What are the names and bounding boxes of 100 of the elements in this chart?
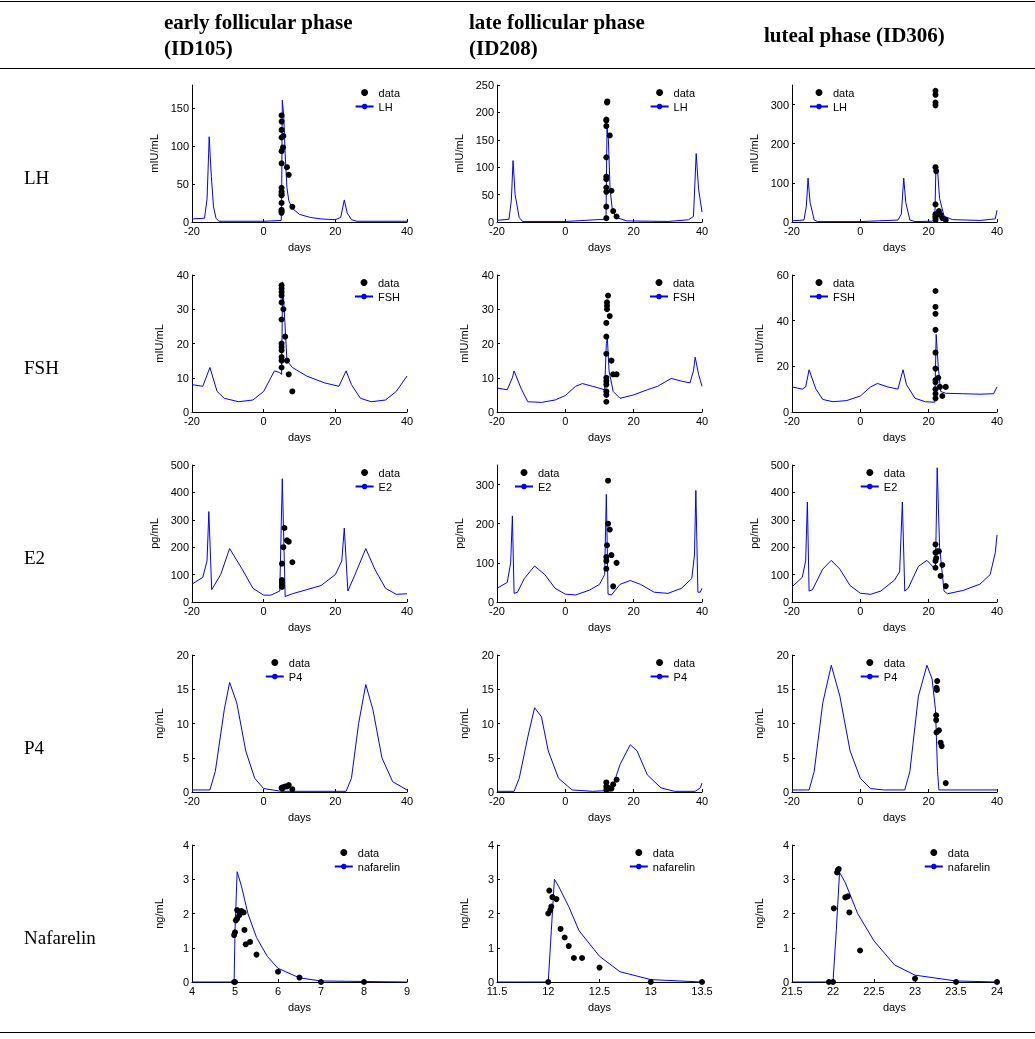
x-tick-label: 0 (857, 794, 864, 807)
y-tick-label: 0 (182, 976, 189, 988)
x-tick-label: 40 (695, 794, 709, 807)
x-tick-label: 40 (990, 414, 1004, 427)
legend-label: data (947, 846, 971, 859)
legend-label: data (378, 276, 401, 289)
x-tick-label: 40 (400, 794, 414, 807)
y-tick-label: 200 (770, 137, 789, 150)
x-tick-label: 22.5 (863, 984, 885, 997)
legend-label: data (883, 466, 907, 479)
legend-label: data (538, 466, 561, 479)
x-tick-label: 6 (274, 984, 282, 997)
text: LH (24, 167, 50, 189)
x-tick-label: 0 (562, 604, 569, 617)
x-tick-label: 22 (826, 984, 840, 997)
y-tick-label: 50 (481, 188, 494, 201)
x-axis-title: days (882, 620, 907, 633)
x-tick-label: 0 (562, 224, 569, 237)
y-tick-label: 30 (176, 303, 189, 316)
x-axis-title: days (882, 240, 907, 253)
y-tick-label: 500 (770, 459, 789, 471)
legend-label: LH (673, 100, 688, 113)
x-tick-label: 20 (922, 224, 935, 237)
y-tick-label: 10 (481, 717, 494, 730)
x-tick-label: 40 (990, 794, 1004, 807)
legend-label: P4 (673, 670, 688, 683)
x-tick-label: 20 (922, 414, 935, 427)
x-tick-label: 0 (562, 414, 569, 427)
y-tick-label: 20 (176, 649, 189, 661)
legend-label: nafarelin (652, 860, 696, 873)
y-tick-label: 200 (475, 106, 494, 119)
x-axis-title: days (587, 240, 612, 253)
legend-label: nafarelin (357, 860, 401, 873)
y-tick-label: 200 (770, 541, 789, 554)
y-tick-label: 3 (782, 873, 789, 886)
x-tick-label: 20 (922, 604, 935, 617)
y-tick-label: 15 (481, 683, 494, 696)
y-axis-title: mIU/mL (752, 324, 765, 363)
y-tick-label: 3 (487, 873, 494, 886)
x-tick-label: 24 (990, 984, 1004, 997)
y-tick-label: 5 (182, 751, 189, 764)
x-tick-label: 5 (231, 984, 239, 997)
x-tick-label: 20 (922, 794, 935, 807)
x-tick-label: 7 (317, 984, 325, 997)
y-tick-label: 300 (475, 478, 494, 491)
y-tick-label: 400 (770, 486, 789, 499)
y-tick-label: 4 (782, 839, 789, 851)
y-tick-label: 1 (182, 941, 189, 954)
y-axis-title: mIU/mL (148, 134, 161, 173)
legend-label: data (378, 86, 401, 99)
y-tick-label: 3 (182, 873, 189, 886)
y-axis-title: mIU/mL (453, 134, 466, 173)
y-tick-label: 0 (487, 976, 494, 988)
legend-label: data (357, 846, 381, 859)
legend-label: E2 (538, 480, 552, 493)
x-tick-label: 13 (644, 984, 657, 997)
y-tick-label: 100 (475, 161, 494, 174)
x-axis-title: days (587, 430, 612, 443)
y-tick-label: 4 (487, 839, 494, 851)
y-tick-label: 20 (176, 337, 189, 350)
x-axis-title: days (287, 810, 312, 823)
y-tick-label: 4 (182, 839, 189, 851)
y-tick-label: 200 (170, 541, 189, 554)
y-tick-label: 150 (170, 101, 189, 114)
y-tick-label: 2 (487, 907, 494, 920)
y-axis-title: mIU/mL (457, 324, 470, 363)
x-tick-label: 20 (329, 604, 342, 617)
x-tick-label: 0 (260, 794, 267, 807)
x-tick-label: 40 (400, 414, 414, 427)
x-axis-title: days (882, 1000, 907, 1013)
x-tick-label: 13.5 (691, 984, 713, 997)
legend-label: FSH (378, 290, 401, 303)
y-axis-title: pg/mL (453, 518, 466, 549)
x-axis-title: days (287, 1000, 312, 1013)
x-tick-label: 0 (260, 604, 267, 617)
x-tick-label: 12 (542, 984, 555, 997)
y-tick-label: 15 (776, 683, 789, 696)
x-tick-label: 20 (627, 604, 640, 617)
y-tick-label: 2 (182, 907, 189, 920)
x-axis-title: days (587, 1000, 612, 1013)
legend-label: nafarelin (947, 860, 991, 873)
x-axis-title: days (587, 810, 612, 823)
legend-label: data (833, 276, 856, 289)
x-axis-title: days (882, 810, 907, 823)
y-tick-label: 15 (176, 683, 189, 696)
x-tick-label: 40 (990, 604, 1004, 617)
legend-label: P4 (288, 670, 303, 683)
text: E2 (24, 547, 46, 569)
y-tick-label: 300 (770, 98, 789, 111)
y-axis-title: pg/mL (148, 518, 161, 549)
y-tick-label: 2 (782, 907, 789, 920)
y-axis-title: ng/mL (152, 898, 165, 929)
x-tick-label: 20 (329, 224, 342, 237)
y-tick-label: 100 (770, 568, 789, 581)
chart-title: luteal phase (ID306) (764, 22, 946, 49)
legend-label: data (378, 466, 401, 479)
x-axis-title: days (287, 620, 312, 633)
x-tick-label: 8 (360, 984, 368, 997)
y-tick-label: 100 (770, 176, 789, 189)
x-tick-label: 20 (329, 794, 342, 807)
